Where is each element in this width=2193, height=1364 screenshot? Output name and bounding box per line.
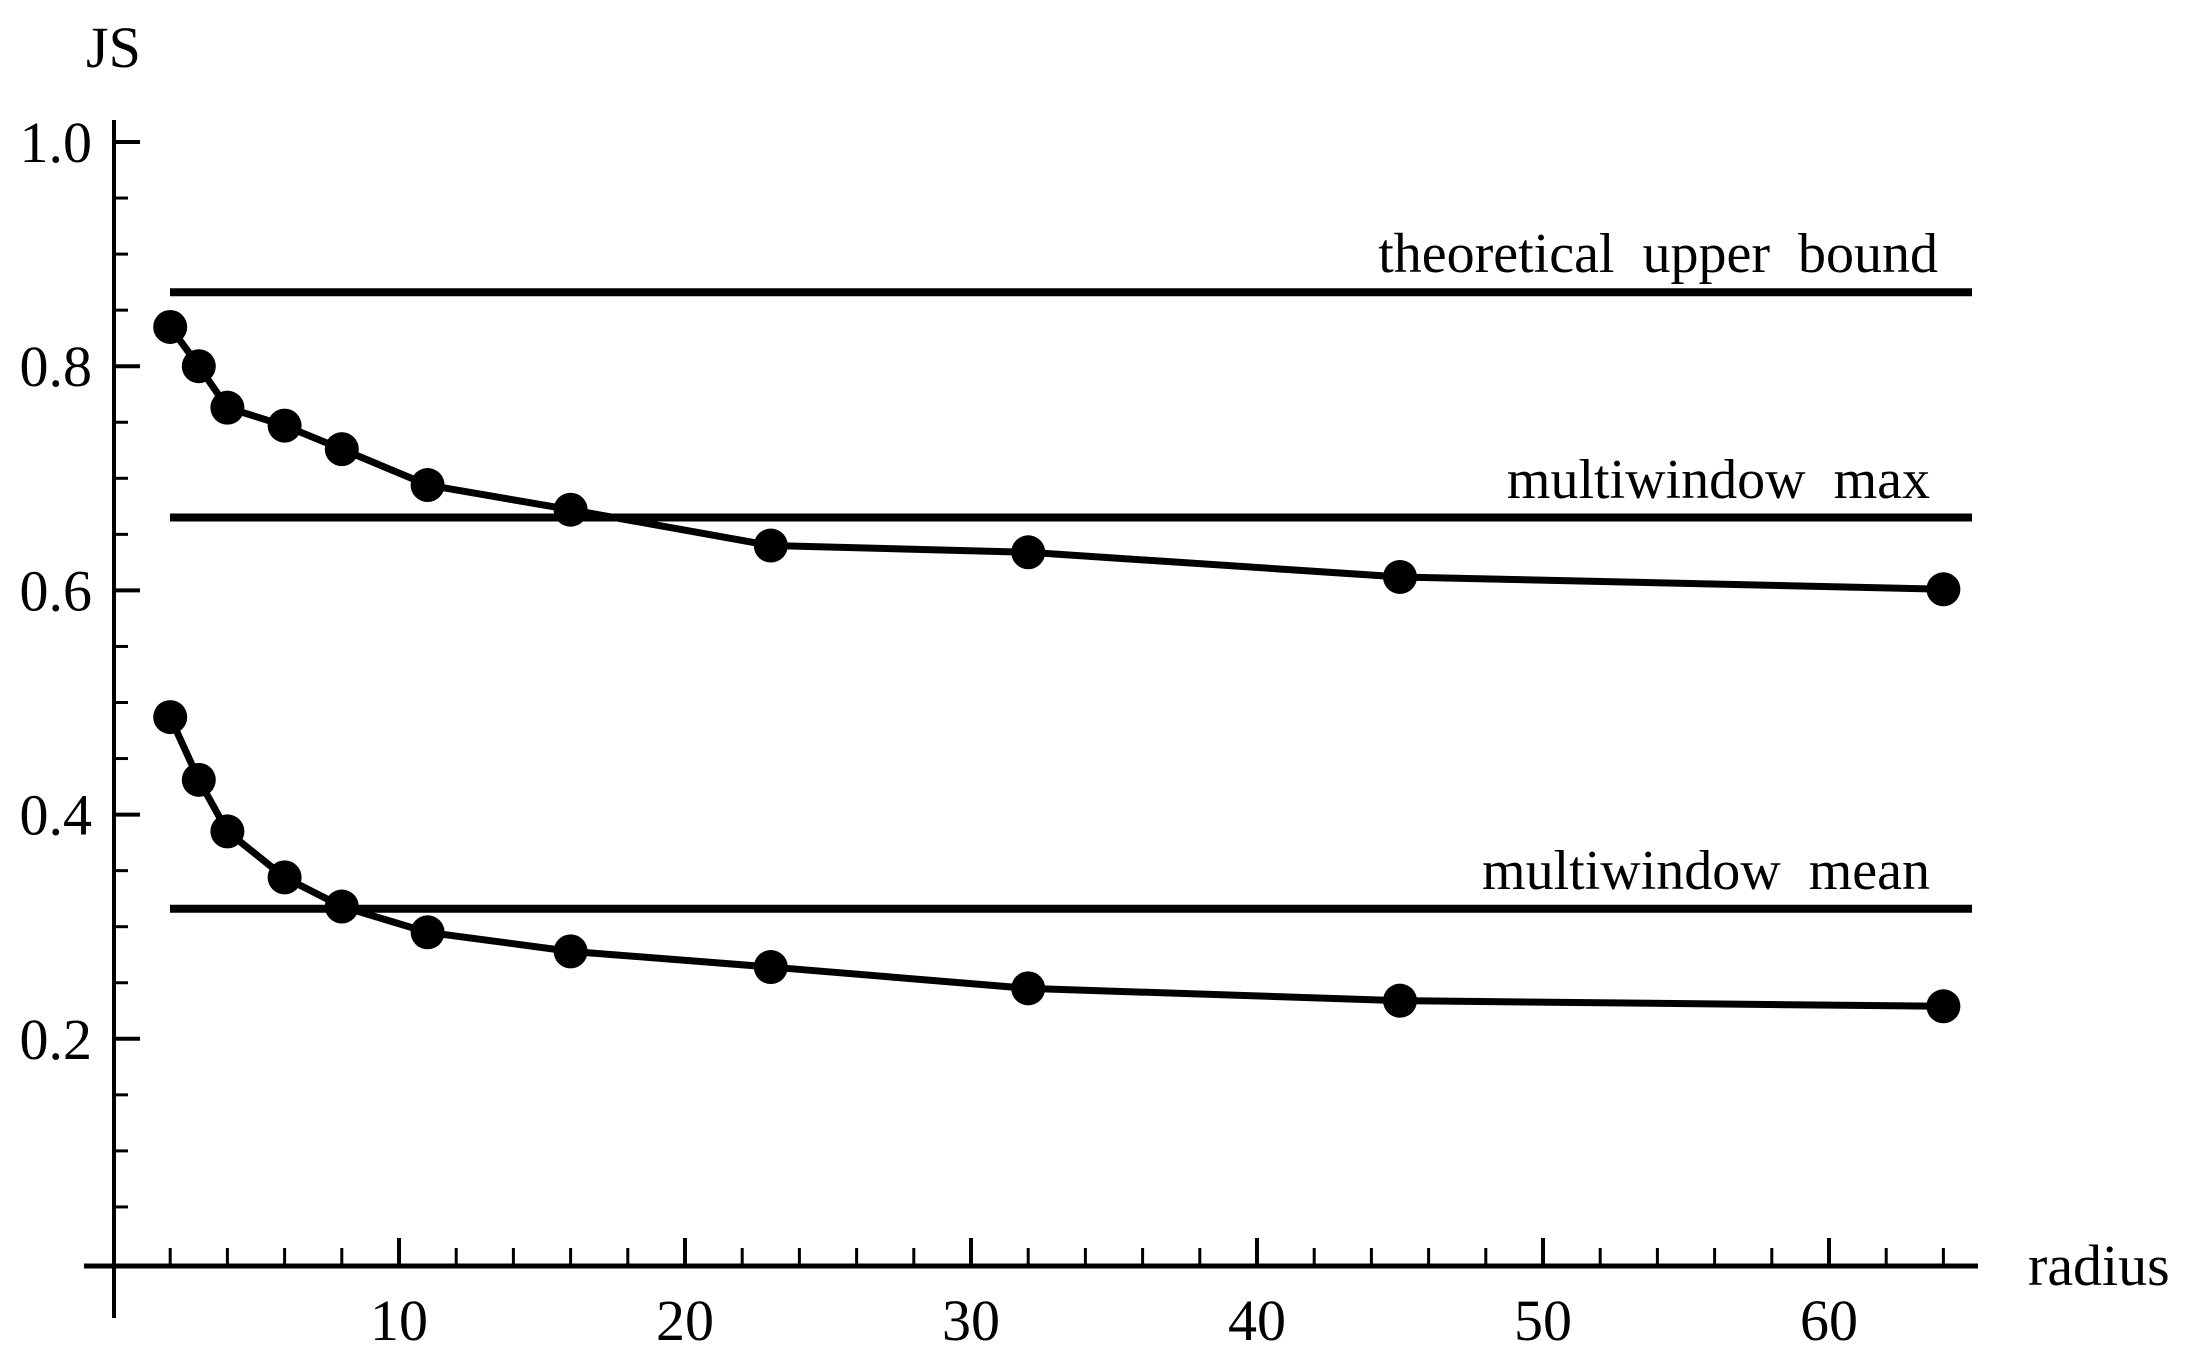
lower-curve-point xyxy=(153,700,188,735)
x-tick-label: 40 xyxy=(1228,1288,1286,1353)
lower-curve-point xyxy=(1011,971,1046,1006)
x-tick-label: 10 xyxy=(370,1288,428,1353)
y-tick-label: 0.8 xyxy=(20,334,93,399)
y-tick-label: 1.0 xyxy=(20,110,93,175)
upper-curve-point xyxy=(553,492,588,527)
upper-curve-point xyxy=(1926,572,1961,607)
ref-label-multiwindow-mean: multiwindow mean xyxy=(1482,839,1930,902)
x-tick-label: 50 xyxy=(1514,1288,1572,1353)
lower-curve-point xyxy=(267,860,302,895)
lower-curve-point xyxy=(324,889,359,924)
lower-curve-point xyxy=(553,934,588,969)
ref-label-multiwindow-max: multiwindow max xyxy=(1506,448,1930,511)
lower-curve-point xyxy=(210,814,245,849)
x-tick-label: 60 xyxy=(1800,1288,1858,1353)
upper-curve-point xyxy=(1011,535,1046,570)
ref-label-theoretical-upper-bound: theoretical upper bound xyxy=(1378,223,1938,286)
x-axis-title: radius xyxy=(2028,1233,2170,1298)
upper-curve-point xyxy=(153,309,188,344)
y-tick-label: 0.4 xyxy=(20,783,93,848)
lower-curve-point xyxy=(181,762,216,797)
upper-curve-point xyxy=(267,408,302,443)
upper-curve-point xyxy=(324,432,359,467)
upper-curve-point xyxy=(210,390,245,425)
lower-curve-point xyxy=(410,915,445,950)
y-axis-title: JS xyxy=(86,15,141,80)
x-tick-label: 30 xyxy=(942,1288,1000,1353)
upper-curve-point xyxy=(753,528,788,563)
lower-curve-point xyxy=(1383,983,1417,1018)
x-tick-label: 20 xyxy=(656,1288,714,1353)
y-tick-label: 0.2 xyxy=(20,1007,93,1072)
upper-curve-point xyxy=(1383,559,1417,594)
upper-curve-point xyxy=(410,468,445,503)
lower-curve-point xyxy=(753,950,788,985)
y-tick-label: 0.6 xyxy=(20,558,93,623)
lower-curve-point xyxy=(1926,989,1961,1024)
upper-curve-point xyxy=(181,349,216,384)
